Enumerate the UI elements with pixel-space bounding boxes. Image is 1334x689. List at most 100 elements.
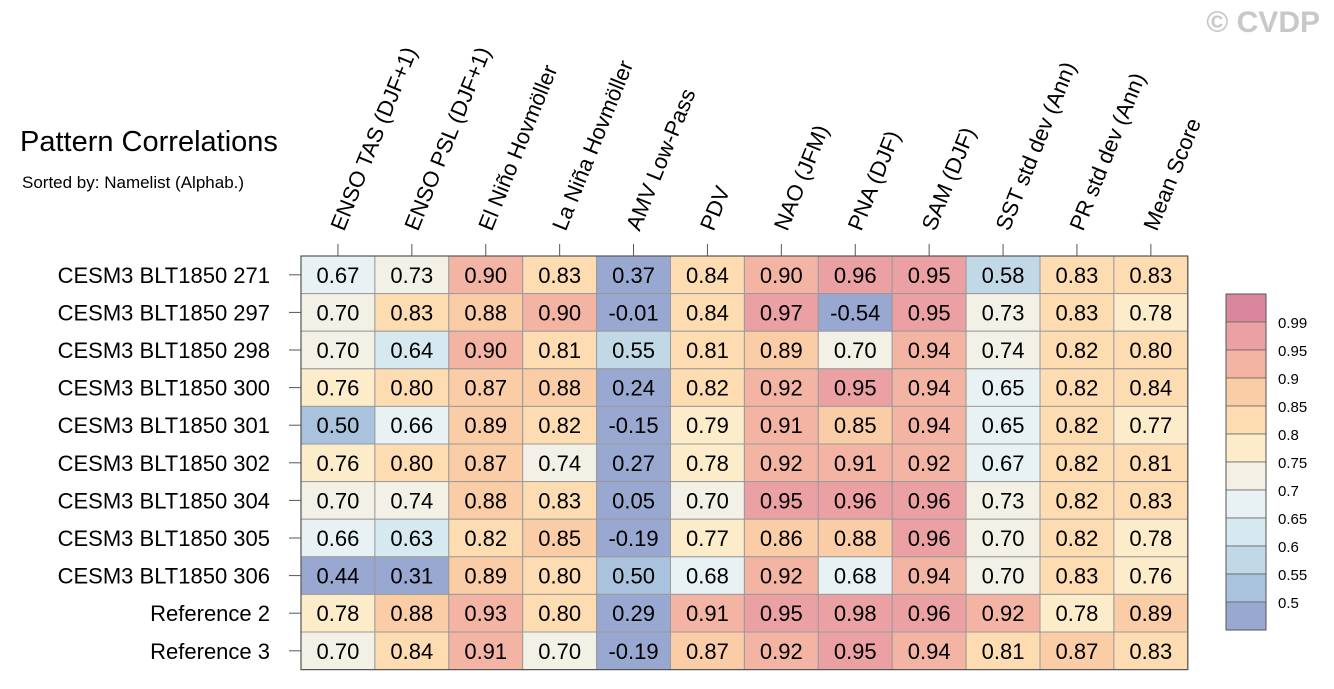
heatmap-cell (522, 481, 598, 520)
cell-value-label: 0.96 (908, 488, 951, 513)
heatmap-cell (965, 593, 1041, 633)
heatmap-cell (817, 593, 893, 633)
cell-value-label: 0.95 (834, 376, 877, 401)
cell-value-label: 0.78 (1129, 300, 1172, 325)
heatmap-cell (891, 518, 967, 558)
heatmap-cell (817, 518, 893, 558)
cell-value-label: 0.96 (834, 488, 877, 513)
cell-value-label: 0.84 (686, 263, 729, 288)
column-label: PDV (695, 182, 735, 234)
heatmap-cell (374, 368, 450, 407)
row-label: Reference 2 (150, 601, 270, 626)
heatmap-cell (965, 631, 1041, 671)
cell-value-label: 0.88 (464, 300, 507, 325)
heatmap-cell (448, 631, 524, 671)
cell-value-label: 0.83 (1129, 263, 1172, 288)
cell-value-label: 0.92 (760, 639, 803, 664)
cell-value-label: 0.31 (390, 564, 433, 589)
colorbar-tick-label: 0.9 (1278, 371, 1299, 388)
colorbar-segment (1225, 405, 1267, 435)
heatmap-cell (596, 368, 671, 407)
colorbar-segment (1225, 433, 1267, 463)
heatmap-cell (965, 368, 1041, 407)
cell-value-label: 0.96 (908, 601, 951, 626)
colorbar-tick-label: 0.5 (1278, 595, 1299, 612)
cell-value-label: 0.80 (538, 564, 581, 589)
cell-value-label: 0.73 (982, 488, 1025, 513)
cell-value-label: 0.73 (982, 300, 1025, 325)
cell-value-label: 0.92 (908, 451, 951, 476)
colorbar-segment (1225, 517, 1267, 547)
heatmap-cell (1113, 405, 1189, 445)
heatmap-cell (1113, 556, 1189, 595)
cell-value-label: 0.82 (686, 376, 729, 401)
cell-value-label: 0.70 (317, 639, 360, 664)
cell-value-label: -0.19 (608, 639, 658, 664)
heatmap-cell (965, 518, 1041, 558)
cell-value-label: 0.84 (686, 300, 729, 325)
heatmap-cell (1039, 443, 1115, 483)
heatmap-cell (891, 443, 967, 483)
cell-value-label: 0.82 (538, 413, 581, 438)
heatmap-cell (1039, 405, 1115, 445)
heatmap-cell (522, 443, 598, 483)
column-label: PNA (DJF) (843, 127, 906, 234)
cell-value-label: 0.94 (908, 338, 951, 363)
cell-value-label: 0.92 (982, 601, 1025, 626)
cell-value-label: 0.83 (1056, 300, 1099, 325)
heatmap-cell (522, 556, 598, 595)
cell-value-label: 0.68 (834, 564, 877, 589)
cell-value-label: 0.29 (612, 601, 655, 626)
cell-value-label: 0.80 (1129, 338, 1172, 363)
column-label: PR std dev (Ann) (1064, 69, 1150, 234)
heatmap-cell (965, 330, 1041, 370)
heatmap-cell (374, 481, 450, 520)
cell-value-label: 0.05 (612, 488, 655, 513)
row-label: CESM3 BLT1850 302 (58, 451, 270, 476)
colorbar-segment (1225, 489, 1267, 519)
colorbar-segment (1225, 321, 1267, 351)
column-label: Mean Score (1138, 115, 1206, 234)
cell-value-label: 0.70 (317, 300, 360, 325)
heatmap-cell (374, 593, 450, 633)
heatmap-cell (448, 368, 524, 407)
row-label: CESM3 BLT1850 300 (58, 376, 270, 401)
cell-value-label: 0.27 (612, 451, 655, 476)
row-label: CESM3 BLT1850 297 (58, 300, 270, 325)
column-label: La Niña Hovmöller (547, 57, 638, 234)
colorbar-tick-label: 0.7 (1278, 483, 1299, 500)
heatmap-cell (965, 405, 1041, 445)
cell-value-label: 0.66 (317, 526, 360, 551)
cell-value-label: 0.90 (464, 263, 507, 288)
cell-value-label: 0.70 (834, 338, 877, 363)
cell-value-label: 0.82 (1056, 526, 1099, 551)
heatmap-cell (1113, 518, 1189, 558)
cell-value-label: 0.94 (908, 564, 951, 589)
cell-value-label: 0.58 (982, 263, 1025, 288)
cell-value-label: 0.93 (464, 601, 507, 626)
heatmap-cell (670, 593, 745, 633)
cell-value-label: 0.66 (390, 413, 433, 438)
cell-value-label: 0.80 (390, 451, 433, 476)
cell-value-label: 0.88 (464, 488, 507, 513)
cell-value-label: 0.70 (982, 564, 1025, 589)
cell-value-label: 0.77 (686, 526, 729, 551)
cell-value-label: 0.97 (760, 300, 803, 325)
cell-value-label: 0.82 (1056, 488, 1099, 513)
cell-value-label: 0.84 (390, 639, 433, 664)
heatmap-cell (1113, 481, 1189, 520)
cell-value-label: 0.83 (538, 263, 581, 288)
colorbar-segment (1225, 377, 1267, 407)
heatmap-cell (670, 481, 745, 520)
cell-value-label: 0.92 (760, 564, 803, 589)
heatmap-cell (743, 368, 819, 407)
cell-value-label: 0.95 (760, 488, 803, 513)
heatmap-cell (1039, 368, 1115, 407)
colorbar-tick-label: 0.85 (1278, 399, 1307, 416)
heatmap-cell (817, 255, 893, 295)
cell-value-label: 0.81 (538, 338, 581, 363)
cell-value-label: 0.91 (686, 601, 729, 626)
heatmap-cell (300, 405, 376, 445)
column-label: NAO (JFM) (769, 121, 834, 233)
